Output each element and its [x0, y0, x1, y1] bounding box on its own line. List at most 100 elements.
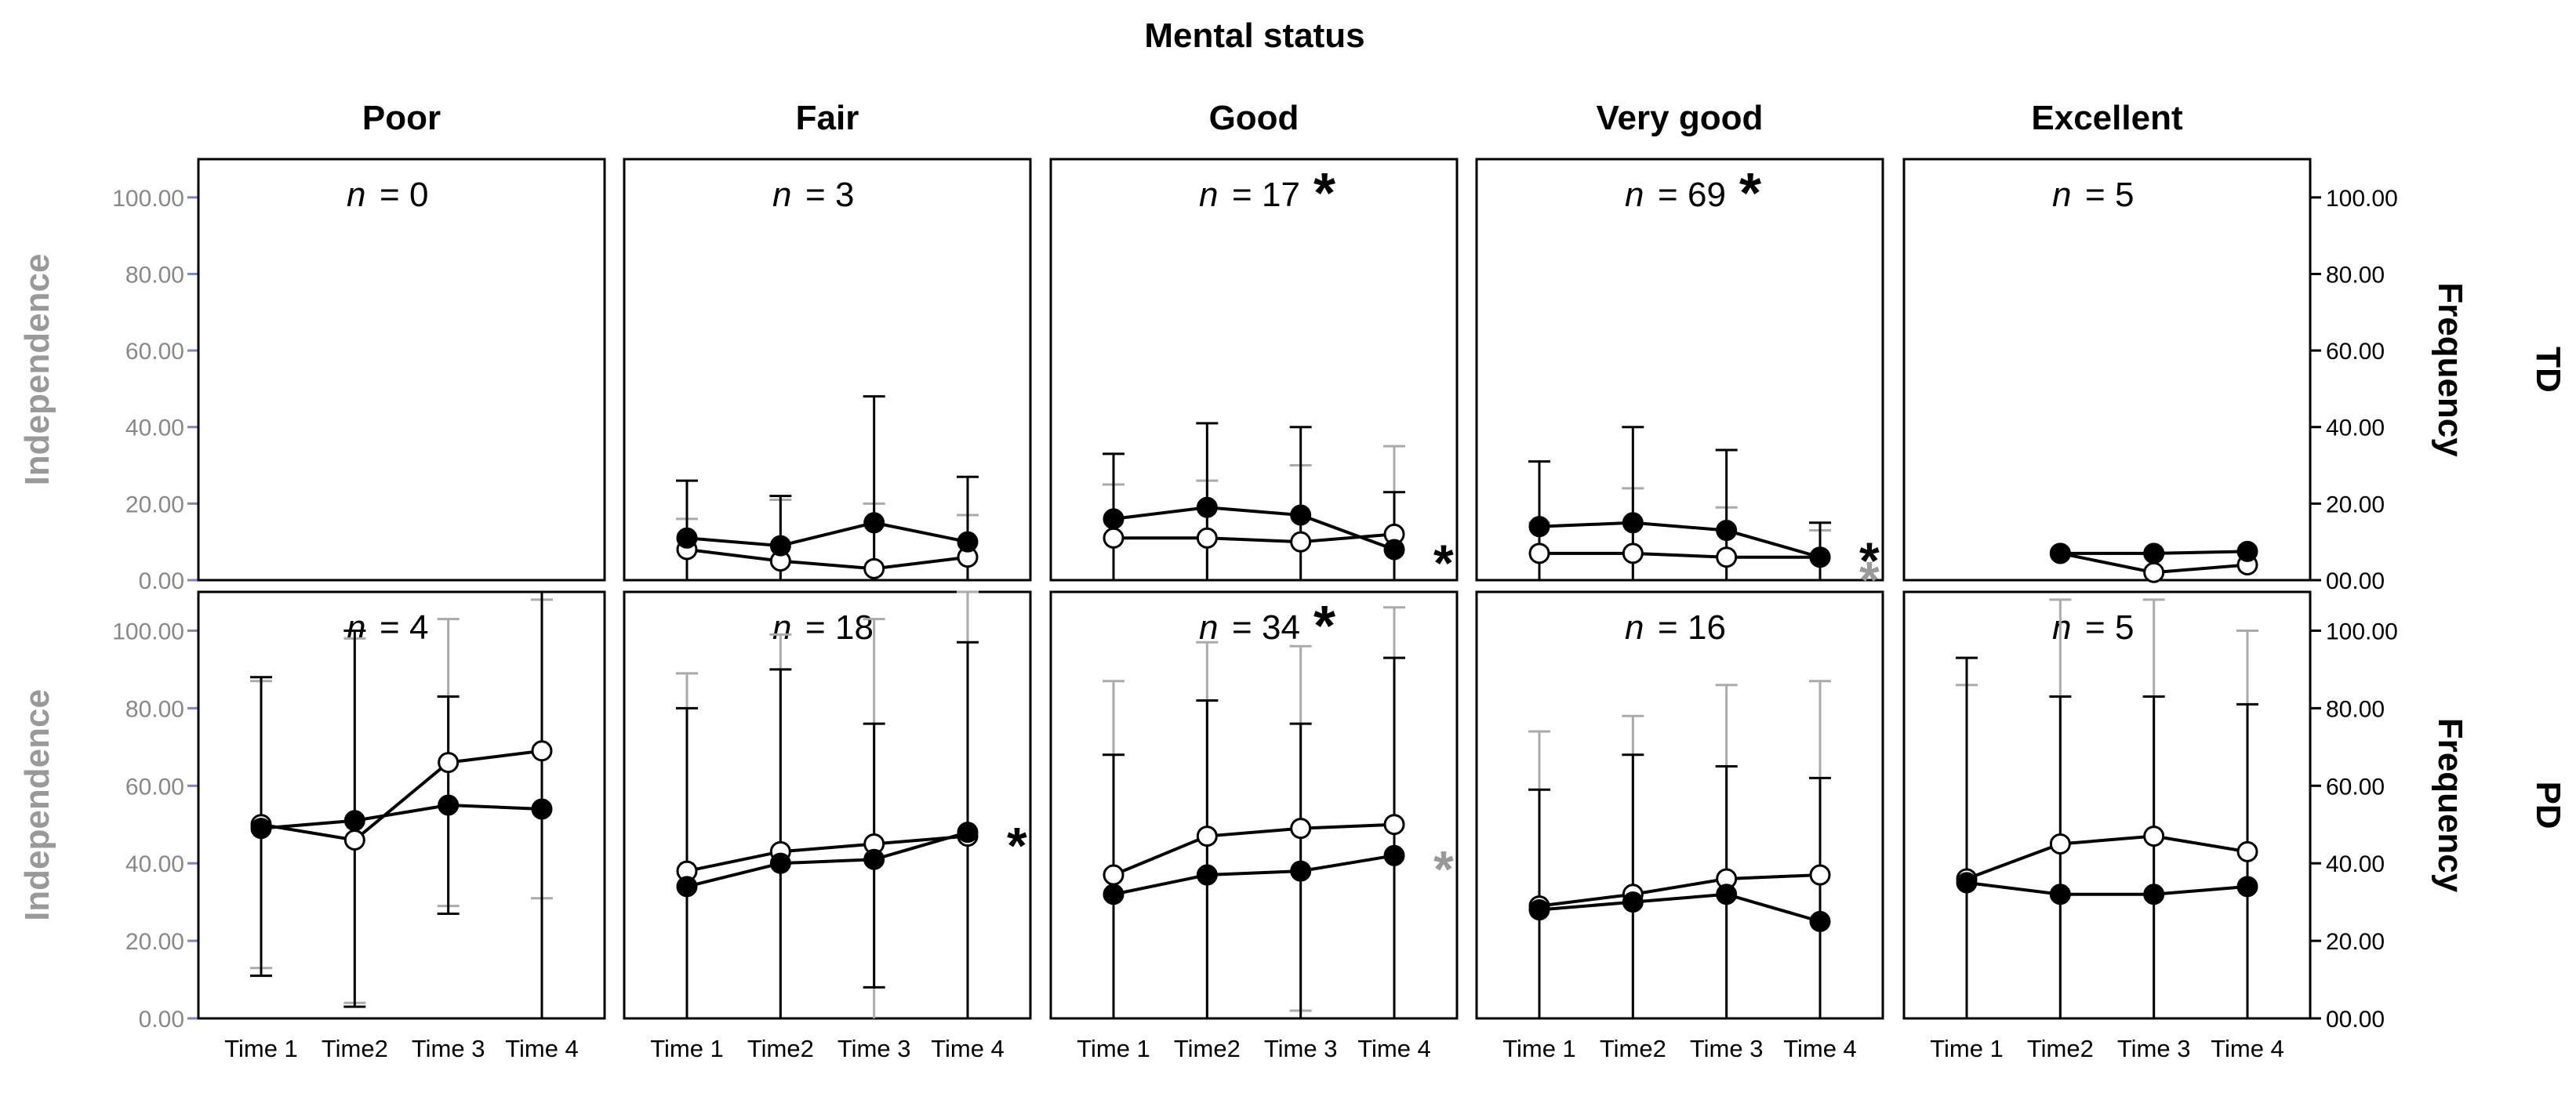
- data-point-independence: [250, 818, 272, 840]
- x-tick-label: Time 3: [1690, 1035, 1764, 1062]
- y-tick-label: 100.00: [112, 186, 184, 212]
- y2-tick-label: 80.00: [2326, 262, 2385, 288]
- n-label-eq-td-excellent: =: [2085, 176, 2105, 214]
- series-line-frequency-pd-poor: [260, 749, 543, 842]
- n-label-prefix-td-fair: n: [772, 176, 791, 214]
- series-line-frequency-pd-excellent: [1966, 834, 2248, 880]
- data-point-independence: [1103, 508, 1125, 530]
- panel-frame-td-very-good: [1475, 158, 1884, 582]
- y2-tick-label: 40.00: [2326, 416, 2385, 441]
- data-point-independence: [1622, 512, 1644, 534]
- data-point-independence: [1290, 504, 1312, 526]
- data-point-independence: [531, 798, 553, 820]
- series-line-frequency-pd-very-good: [1539, 873, 1821, 908]
- series-line-independence-pd-good: [1113, 854, 1395, 896]
- y-tick-label: 80.00: [125, 262, 184, 288]
- chart-title: Mental status: [1144, 16, 1364, 55]
- data-point-frequency: [2236, 840, 2258, 862]
- data-point-frequency: [1383, 814, 1405, 836]
- x-tick-label: Time 1: [1502, 1035, 1576, 1062]
- n-label-eq-pd-very-good: =: [1658, 608, 1678, 647]
- data-point-independence: [1103, 884, 1125, 905]
- significance-star-pd-good: *: [1313, 595, 1335, 658]
- panel-frame-pd-very-good: [1475, 590, 1884, 1020]
- data-point-independence: [2143, 884, 2165, 905]
- y2-tick-label: 100.00: [2326, 619, 2398, 644]
- data-point-independence: [1809, 546, 1831, 568]
- data-point-frequency: [438, 752, 460, 774]
- n-label-value-pd-poor: 4: [409, 608, 428, 647]
- data-point-independence: [1528, 516, 1550, 538]
- data-point-frequency: [343, 829, 365, 851]
- n-label-value-td-very-good: 69: [1688, 176, 1726, 214]
- data-point-independence: [1383, 539, 1405, 561]
- n-label-prefix-td-good: n: [1199, 176, 1218, 214]
- column-header-good: Good: [1209, 99, 1299, 137]
- panel-frame-pd-poor: [197, 590, 606, 1020]
- data-point-independence: [863, 512, 885, 534]
- n-label-value-td-fair: 3: [835, 176, 854, 214]
- x-tick-label: Time 1: [224, 1035, 298, 1062]
- x-tick-label: Time2: [2027, 1035, 2094, 1062]
- data-point-frequency: [1290, 818, 1312, 840]
- data-point-independence: [957, 531, 979, 553]
- y2-tick-label: 40.00: [2326, 851, 2385, 877]
- n-label-eq-pd-excellent: =: [2085, 608, 2105, 647]
- x-tick-label: Time2: [322, 1035, 388, 1062]
- data-point-independence: [2049, 543, 2071, 564]
- x-tick-label: Time 1: [1077, 1035, 1150, 1062]
- data-point-independence: [2049, 884, 2071, 905]
- n-label-value-td-good: 17: [1262, 176, 1300, 214]
- series-line-independence-pd-poor: [260, 803, 543, 830]
- data-point-frequency: [2143, 826, 2165, 847]
- y-tick-label: 60.00: [125, 774, 184, 800]
- series-line-independence-td-very-good: [1539, 521, 1821, 559]
- n-label-eq-td-very-good: =: [1658, 176, 1678, 214]
- data-point-frequency: [1103, 864, 1125, 886]
- data-point-frequency: [1622, 543, 1644, 564]
- y2-axis-label-pd: Frequency: [2431, 718, 2469, 893]
- x-tick-label: Time 3: [837, 1035, 911, 1062]
- data-point-independence: [438, 794, 460, 816]
- data-point-independence: [1716, 884, 1738, 905]
- series-line-independence-pd-fair: [686, 830, 968, 888]
- x-tick-label: Time 3: [2117, 1035, 2191, 1062]
- end-significance-star-gray-td-very-good: *: [1859, 551, 1880, 609]
- y-tick-label: 0.00: [139, 1007, 184, 1032]
- data-point-frequency: [863, 557, 885, 579]
- series-line-frequency-pd-good: [1113, 822, 1395, 876]
- panel-frame-pd-good: [1049, 590, 1459, 1020]
- column-header-poor: Poor: [362, 99, 441, 137]
- x-tick-label: Time 4: [2211, 1035, 2284, 1062]
- x-tick-label: Time2: [1174, 1035, 1241, 1062]
- y-axis-label-td: Independence: [18, 254, 56, 486]
- series-line-frequency-td-good: [1114, 532, 1395, 544]
- n-label-value-pd-fair: 18: [835, 608, 874, 647]
- n-label-value-pd-excellent: 5: [2115, 608, 2134, 647]
- y-axis-label-pd: Independence: [18, 689, 56, 921]
- end-significance-star-pd-good: *: [1433, 840, 1454, 898]
- series-line-independence-pd-very-good: [1539, 892, 1821, 924]
- data-point-frequency: [1528, 543, 1550, 564]
- n-label-eq-td-poor: =: [380, 176, 400, 214]
- data-point-independence: [1196, 864, 1218, 886]
- y-tick-label: 40.00: [125, 416, 184, 441]
- n-label-eq-pd-poor: =: [380, 608, 400, 647]
- y-tick-label: 0.00: [139, 568, 184, 594]
- panel-frame-td-poor: [197, 158, 606, 582]
- n-label-value-pd-good: 34: [1262, 608, 1300, 647]
- data-point-independence: [676, 876, 698, 898]
- panel-frame-td-excellent: [1902, 158, 2312, 582]
- n-label-value-td-excellent: 5: [2115, 176, 2134, 214]
- column-header-fair: Fair: [796, 99, 859, 137]
- y2-axis-label-td: Frequency: [2431, 282, 2469, 457]
- n-label-prefix-pd-fair: n: [772, 608, 791, 647]
- n-label-value-td-poor: 0: [409, 176, 428, 214]
- data-point-independence: [1383, 844, 1405, 866]
- x-tick-label: Time 3: [412, 1035, 485, 1062]
- y2-tick-label: 80.00: [2326, 696, 2385, 722]
- data-point-independence: [2236, 876, 2258, 898]
- data-point-independence: [1956, 872, 1978, 894]
- n-label-prefix-pd-poor: n: [347, 608, 365, 647]
